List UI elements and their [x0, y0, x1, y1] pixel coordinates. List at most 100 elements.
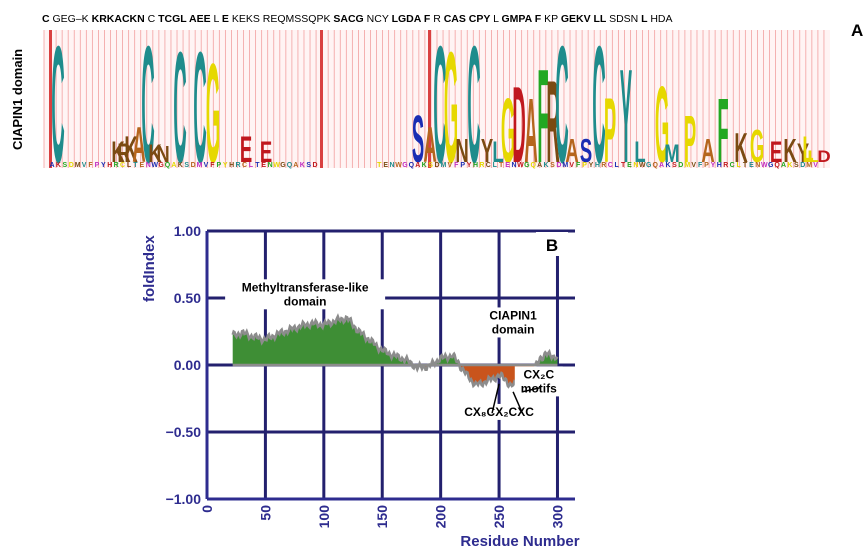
logo-letter: K — [124, 130, 137, 170]
logo-letter: S — [412, 103, 424, 177]
logo-letter: C — [433, 13, 446, 199]
sequence-segment: KP — [544, 13, 561, 25]
logo-noise-letter: T — [255, 162, 260, 169]
logo-noise-letter: C — [242, 162, 247, 169]
logo-noise-letter: Y — [467, 162, 472, 169]
sequence-segment: CPY — [469, 13, 493, 25]
annotation-box — [485, 307, 541, 338]
sequence-segment: HDA — [650, 13, 672, 25]
logo-letter: E — [240, 130, 252, 170]
logo-noise-letter: H — [595, 162, 600, 169]
logo-noise-letter: R — [236, 162, 241, 169]
sequence-segment: AEE — [189, 13, 214, 25]
series-line — [231, 313, 559, 390]
x-tick-label: 100 — [316, 505, 332, 529]
logo-noise-letter: L — [615, 162, 620, 169]
logo-noise-letter: R — [723, 162, 728, 169]
logo-noise-letter: K — [56, 162, 61, 169]
logo-letter: A — [423, 117, 436, 173]
logo-noise-letter: V — [691, 162, 696, 169]
logo-noise-letter: Y — [711, 162, 716, 169]
logo-letter: A — [701, 132, 714, 169]
sequence-segment: SDSN — [609, 13, 641, 25]
logo-noise-letter: Q — [409, 162, 415, 169]
logo-letter: R — [546, 56, 559, 187]
x-tick-label: 300 — [549, 505, 565, 529]
logo-noise-letter: F — [698, 162, 703, 169]
logo-noise-letter: V — [569, 162, 574, 169]
logo-letter: D — [817, 147, 830, 166]
logo-letter: C — [193, 19, 206, 196]
logo-noise-letter: K — [300, 162, 305, 169]
y-axis-label: foldIndex — [141, 235, 158, 302]
logo-noise-letter: F — [210, 162, 215, 169]
annotation-text: CIAPIN1 — [489, 308, 537, 322]
logo-noise-letter: N — [633, 162, 638, 169]
logo-noise-letter: M — [75, 162, 81, 169]
logo-noise-letter: D — [434, 162, 439, 169]
logo-noise-letter: M — [197, 162, 203, 169]
logo-letter: K — [111, 136, 124, 170]
logo-noise-letter: M — [806, 162, 812, 169]
logo-letter: C — [592, 13, 605, 199]
logo-noise-letter: E — [505, 162, 510, 169]
y-tick-label: 0.50 — [174, 290, 201, 306]
logo-noise-letter: M — [562, 162, 568, 169]
logo-noise-letter: G — [768, 162, 774, 169]
logo-noise-letter: V — [204, 162, 209, 169]
logo-letter: Y — [797, 138, 809, 168]
sequence-segment: C — [42, 13, 53, 25]
logo-gap-marker — [428, 30, 431, 168]
logo-gap-marker — [49, 30, 52, 168]
chart-tick-labels: 1.00 0.50 0.00 −0.50 −1.000 50 100 150 200 250 300 — [166, 223, 566, 528]
logo-noise-letter: E — [139, 162, 144, 169]
annotation-pointer — [512, 391, 524, 414]
logo-letter: C — [555, 13, 568, 199]
logo-letter: G — [655, 66, 669, 186]
logo-letter: S — [580, 132, 592, 169]
logo-letter: P — [684, 103, 696, 177]
logo-noise-letter: E — [261, 162, 266, 169]
logo-noise-letter: H — [473, 162, 478, 169]
annotation-pointer — [522, 387, 541, 393]
logo-noise-letter: E — [749, 162, 754, 169]
sequence-segment: GEG–K — [53, 13, 92, 25]
panel-a-label: A — [851, 21, 863, 40]
logo-letter: A — [132, 117, 145, 173]
logo-noise-letter: W — [517, 162, 524, 169]
logo-noise-letter: A — [659, 162, 664, 169]
annotation-box — [464, 403, 534, 420]
logo-noise-letter: Q — [287, 162, 293, 169]
panel-b-label-box — [536, 232, 568, 256]
logo-noise-letter: W — [639, 162, 646, 169]
logo-noise-letter: G — [524, 162, 530, 169]
logo-noise-letter: A — [537, 162, 542, 169]
logo-noise-letter: H — [229, 162, 234, 169]
y-tick-label: 1.00 — [174, 223, 201, 239]
sequence-segment: C — [148, 13, 159, 25]
logo-noise-letter: A — [171, 162, 176, 169]
logo-letter: K — [148, 139, 161, 167]
y-tick-label: −1.00 — [166, 491, 202, 507]
annotation-text: CX₈CX₂CXC — [464, 405, 534, 419]
logo-noise-letter: D — [313, 162, 318, 169]
x-tick-label: 200 — [433, 505, 449, 529]
logo-noise-letter: C — [608, 162, 613, 169]
logo-noise-letter: H — [107, 162, 112, 169]
logo-letter: F — [717, 80, 728, 183]
logo-letter: L — [492, 136, 503, 170]
annotation-text: CX₂C — [523, 367, 554, 381]
sequence-segment: KEKS — [232, 13, 263, 25]
area-positive — [232, 316, 558, 365]
logo-noise-letter: T — [499, 162, 504, 169]
y-tick-label: −0.50 — [166, 424, 202, 440]
logo-letter: C — [173, 19, 186, 196]
logo-noise-letter: C — [730, 162, 735, 169]
logo-noise-letter: G — [158, 162, 164, 169]
row-label: CIAPIN1 domain — [10, 49, 25, 150]
x-tick-label: 50 — [257, 505, 273, 521]
logo-noise-letter: K — [665, 162, 670, 169]
logo-letter: G — [444, 19, 458, 196]
logo-letter: C — [51, 13, 64, 199]
